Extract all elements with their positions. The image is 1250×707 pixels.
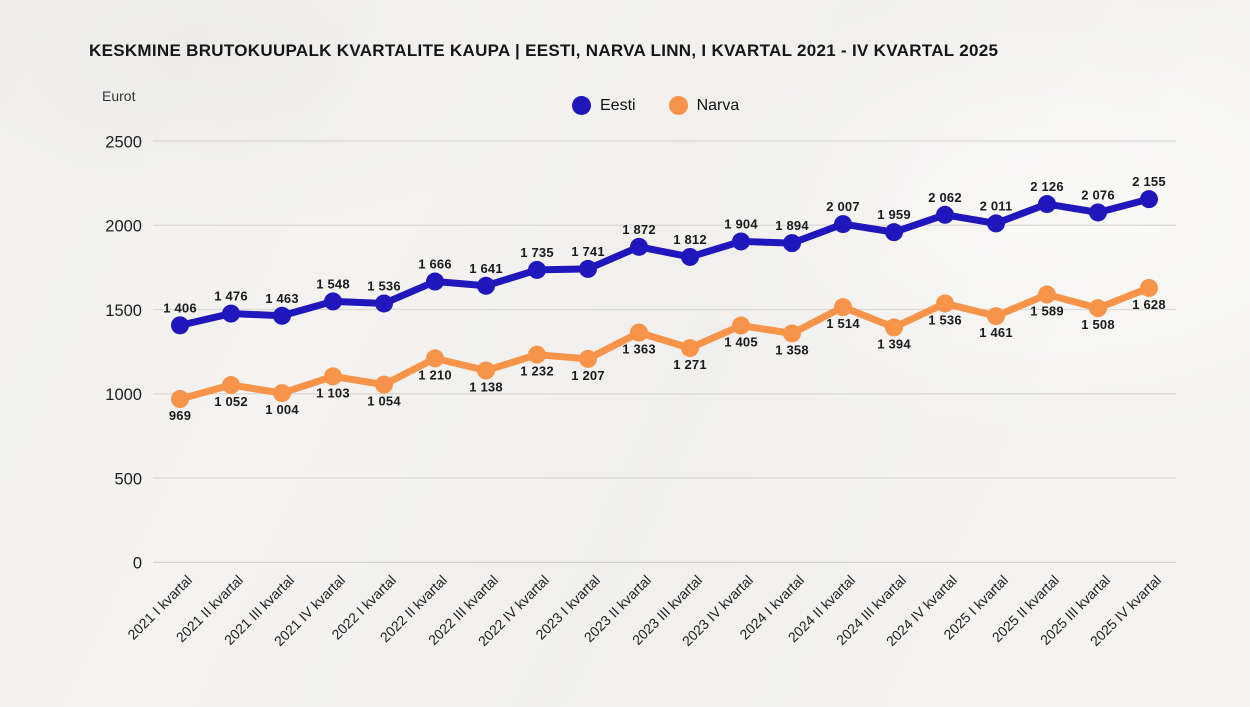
value-label-eesti: 1 872 [622, 222, 656, 237]
value-label-narva: 1 536 [928, 312, 962, 327]
value-label-narva: 1 054 [367, 394, 401, 409]
narva-legend-dot-icon [668, 96, 688, 115]
value-label-eesti: 1 463 [265, 291, 299, 306]
value-label-narva: 1 052 [214, 394, 248, 409]
value-label-eesti: 1 741 [571, 244, 605, 259]
value-label-eesti: 2 011 [980, 198, 1013, 213]
data-point-eesti [528, 260, 546, 279]
y-tick-label: 2500 [105, 133, 142, 151]
value-label-narva: 1 358 [775, 342, 809, 357]
data-point-narva [273, 384, 291, 403]
data-point-narva [222, 376, 240, 395]
data-point-narva [987, 307, 1005, 326]
value-label-narva: 1 271 [673, 357, 707, 372]
data-point-eesti [987, 214, 1005, 233]
data-point-eesti [1038, 195, 1056, 214]
data-point-eesti [171, 316, 189, 335]
value-label-eesti: 1 641 [469, 261, 503, 276]
data-point-narva [375, 375, 393, 394]
value-label-narva: 1 508 [1081, 317, 1115, 332]
data-point-narva [171, 390, 189, 409]
y-tick-label: 1500 [105, 302, 142, 320]
value-label-eesti: 2 155 [1132, 174, 1166, 189]
data-point-narva [579, 349, 597, 368]
y-tick-label: 0 [133, 555, 142, 573]
data-point-eesti [579, 259, 597, 278]
data-point-narva [324, 367, 342, 386]
data-point-narva [426, 349, 444, 368]
eesti-legend-dot-icon [572, 96, 591, 115]
value-label-narva: 1 394 [877, 336, 911, 351]
eesti-legend-label: Eesti [600, 96, 636, 114]
data-point-narva [834, 298, 852, 317]
value-label-narva: 1 363 [622, 342, 656, 357]
value-label-eesti: 1 735 [520, 245, 554, 260]
data-point-eesti [222, 304, 240, 323]
data-point-eesti [681, 247, 699, 266]
value-label-eesti: 2 076 [1081, 187, 1115, 202]
value-label-narva: 1 138 [469, 380, 503, 395]
data-point-narva [681, 339, 699, 358]
value-label-narva: 1 103 [316, 385, 350, 400]
data-point-eesti [426, 272, 444, 291]
value-label-eesti: 1 536 [367, 278, 401, 293]
legend-item-eesti: Eesti [572, 96, 636, 115]
data-point-eesti [375, 294, 393, 313]
data-point-narva [477, 361, 495, 380]
data-point-eesti [834, 215, 852, 234]
value-label-eesti: 1 406 [163, 300, 197, 315]
data-point-eesti [783, 234, 801, 253]
data-point-narva [1140, 278, 1158, 297]
narva-legend-label: Narva [696, 96, 740, 114]
value-label-eesti: 2 062 [928, 190, 962, 205]
data-point-eesti [273, 306, 291, 325]
value-label-eesti: 1 812 [673, 232, 707, 247]
data-point-narva [528, 345, 546, 364]
value-label-eesti: 2 126 [1030, 179, 1064, 194]
y-tick-label: 500 [114, 470, 142, 488]
value-label-narva: 1 589 [1030, 304, 1064, 319]
data-point-eesti [324, 292, 342, 311]
data-point-eesti [630, 237, 648, 256]
value-label-narva: 1 628 [1132, 297, 1166, 312]
legend-item-narva: Narva [668, 96, 740, 115]
value-label-eesti: 1 548 [316, 276, 350, 291]
series-line-eesti [176, 195, 1153, 329]
value-label-eesti: 1 959 [877, 207, 911, 222]
data-point-eesti [732, 232, 750, 251]
value-label-eesti: 1 476 [214, 289, 248, 304]
y-tick-label: 1000 [105, 386, 142, 404]
data-point-eesti [1089, 203, 1107, 222]
value-label-eesti: 2 007 [826, 199, 860, 214]
data-point-narva [1038, 285, 1056, 304]
y-axis-unit-label: Eurot [102, 88, 136, 104]
chart-title: KESKMINE BRUTOKUUPALK KVARTALITE KAUPA |… [89, 41, 999, 60]
data-point-narva [936, 294, 954, 313]
value-label-narva: 1 004 [265, 402, 299, 417]
value-label-narva: 1 514 [826, 316, 860, 331]
legend: Eesti Narva [572, 96, 739, 115]
data-point-narva [732, 316, 750, 335]
data-point-narva [783, 324, 801, 343]
value-label-narva: 969 [169, 408, 191, 423]
data-point-narva [1089, 299, 1107, 318]
y-tick-label: 2000 [105, 218, 142, 236]
data-point-eesti [477, 276, 495, 295]
value-label-narva: 1 405 [724, 335, 758, 350]
value-label-narva: 1 232 [520, 364, 554, 379]
data-point-narva [885, 318, 903, 337]
value-label-eesti: 1 894 [775, 218, 809, 233]
value-label-eesti: 1 666 [418, 257, 452, 272]
value-label-narva: 1 210 [418, 367, 452, 382]
value-label-narva: 1 207 [571, 368, 605, 383]
data-point-eesti [885, 223, 903, 242]
data-point-eesti [1140, 190, 1158, 209]
data-point-eesti [936, 205, 954, 224]
value-label-narva: 1 461 [979, 325, 1013, 340]
data-point-narva [630, 323, 648, 342]
value-label-eesti: 1 904 [724, 216, 758, 231]
